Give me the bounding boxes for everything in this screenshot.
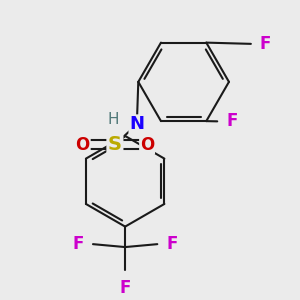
Text: H: H [108,112,119,127]
Text: F: F [226,112,237,130]
Text: S: S [108,135,122,154]
Text: O: O [76,136,90,154]
Text: O: O [140,136,154,154]
Text: F: F [166,235,178,253]
Text: N: N [129,115,144,133]
Text: F: F [119,279,131,297]
Text: F: F [260,35,271,53]
Text: F: F [73,235,84,253]
